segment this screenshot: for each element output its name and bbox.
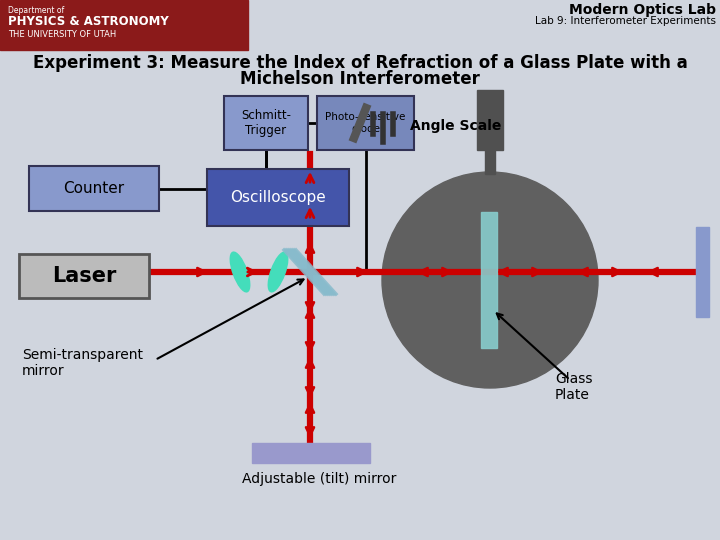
- Text: Michelson Interferometer: Michelson Interferometer: [240, 70, 480, 88]
- Text: Semi-transparent
mirror: Semi-transparent mirror: [22, 348, 143, 378]
- Text: Photo-sensitive
diode: Photo-sensitive diode: [325, 112, 405, 134]
- Text: Glass
Plate: Glass Plate: [555, 372, 593, 402]
- Ellipse shape: [230, 252, 250, 292]
- FancyBboxPatch shape: [207, 169, 349, 226]
- Text: Modern Optics Lab: Modern Optics Lab: [569, 3, 716, 17]
- Text: Counter: Counter: [63, 181, 125, 196]
- Text: Laser: Laser: [52, 266, 116, 286]
- Text: Schmitt-
Trigger: Schmitt- Trigger: [241, 109, 291, 137]
- Ellipse shape: [269, 252, 288, 292]
- Bar: [252, 443, 370, 463]
- Text: THE UNIVERSITY OF UTAH: THE UNIVERSITY OF UTAH: [8, 30, 116, 39]
- Bar: [696, 227, 709, 317]
- Bar: [485, 150, 495, 174]
- Text: Department of: Department of: [8, 6, 64, 15]
- Text: Adjustable (tilt) mirror: Adjustable (tilt) mirror: [242, 472, 397, 486]
- FancyBboxPatch shape: [29, 166, 159, 211]
- FancyBboxPatch shape: [317, 96, 414, 150]
- Text: Experiment 3: Measure the Index of Refraction of a Glass Plate with a: Experiment 3: Measure the Index of Refra…: [32, 54, 688, 72]
- Bar: [477, 90, 503, 150]
- Text: Oscilloscope: Oscilloscope: [230, 190, 326, 205]
- Text: Lab 9: Interferometer Experiments: Lab 9: Interferometer Experiments: [535, 16, 716, 26]
- FancyBboxPatch shape: [224, 96, 308, 150]
- Bar: [0, 0, 248, 50]
- Text: PHYSICS & ASTRONOMY: PHYSICS & ASTRONOMY: [8, 15, 168, 28]
- Bar: [481, 212, 497, 348]
- FancyBboxPatch shape: [19, 254, 149, 298]
- Circle shape: [382, 172, 598, 388]
- Text: Angle Scale: Angle Scale: [410, 119, 501, 133]
